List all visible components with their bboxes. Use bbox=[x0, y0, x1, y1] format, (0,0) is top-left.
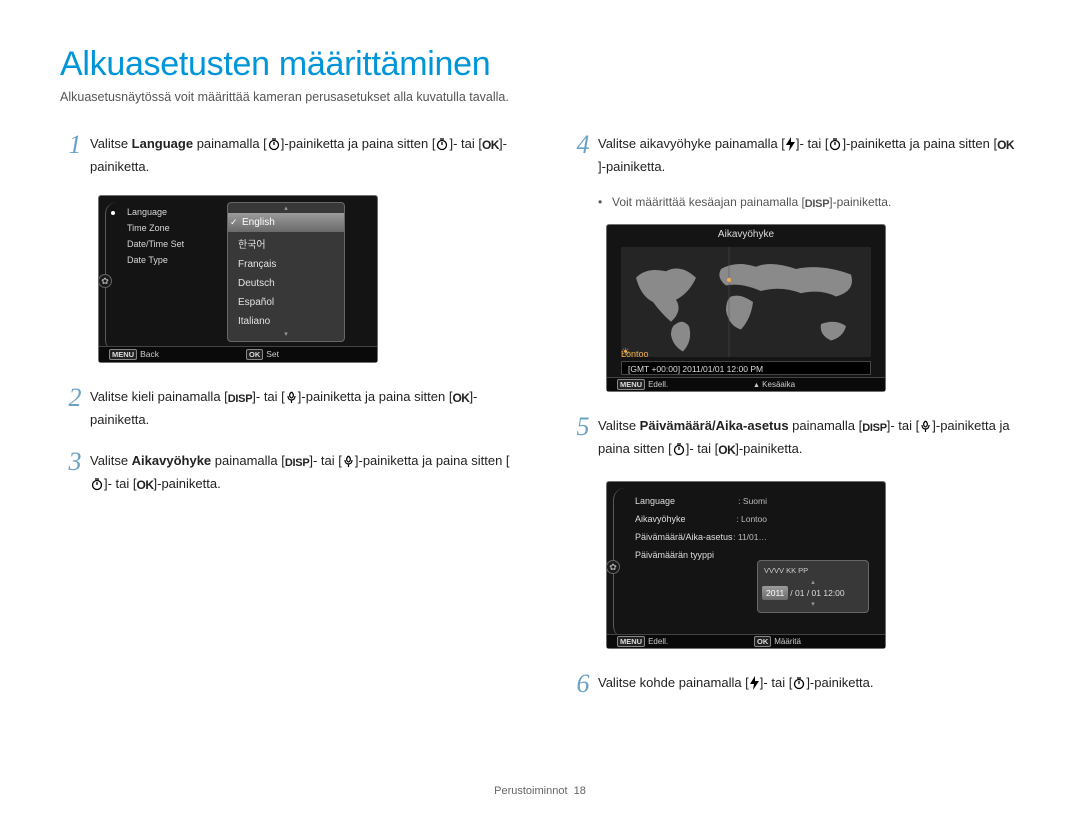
language-option[interactable]: English bbox=[228, 213, 344, 232]
step-number: 1 bbox=[60, 132, 90, 177]
gear-icon: ✿ bbox=[606, 560, 620, 574]
step-text: Valitse aikavyöhyke painamalla []- tai [… bbox=[598, 132, 1020, 177]
step-text: Valitse kieli painamalla [DISP]- tai []-… bbox=[90, 385, 512, 430]
language-option[interactable]: Italiano bbox=[228, 312, 344, 331]
step-number: 5 bbox=[568, 414, 598, 462]
disp-icon: DISP bbox=[228, 391, 252, 408]
left-column: 1 Valitse Language painamalla []-painike… bbox=[60, 132, 512, 715]
ok-icon: OK bbox=[718, 441, 735, 460]
screen-footer: MENUEdell. ▲ Kesäaika bbox=[607, 377, 885, 391]
timer-icon bbox=[435, 137, 449, 157]
screen-footer: MENUEdell. OKMääritä bbox=[607, 634, 885, 648]
camera-screen-language: ✿ Language Time Zone Date/Time Set Date … bbox=[98, 195, 378, 363]
step-text: Valitse Language painamalla []-painikett… bbox=[90, 132, 512, 177]
menu-item[interactable]: Time Zone bbox=[119, 220, 214, 236]
language-option[interactable]: Español bbox=[228, 293, 344, 312]
language-option[interactable]: Français bbox=[228, 255, 344, 274]
menu-key-icon: MENU bbox=[109, 349, 137, 360]
ok-key-icon: OK bbox=[246, 349, 263, 360]
camera-screen-datetime: ✿ Language: Suomi Aikavyöhyke: Lontoo Pä… bbox=[606, 481, 886, 649]
page-subtitle: Alkuasetusnäytössä voit määrittää kamera… bbox=[60, 90, 1020, 104]
page-title: Alkuasetusten määrittäminen bbox=[60, 45, 1020, 84]
macro-icon bbox=[342, 454, 355, 474]
date-format-label: VVVV KK PP bbox=[762, 565, 864, 578]
macro-icon bbox=[285, 390, 298, 410]
list-row[interactable]: Aikavyöhyke: Lontoo bbox=[627, 510, 767, 528]
step-text: Valitse Aikavyöhyke painamalla [DISP]- t… bbox=[90, 449, 512, 497]
right-column: 4 Valitse aikavyöhyke painamalla []- tai… bbox=[568, 132, 1020, 715]
language-popup: ▴ English 한국어 Français Deutsch Español I… bbox=[227, 202, 345, 342]
timer-icon bbox=[267, 137, 281, 157]
step-text: Valitse kohde painamalla []- tai []-pain… bbox=[598, 671, 1020, 697]
step-4: 4 Valitse aikavyöhyke painamalla []- tai… bbox=[568, 132, 1020, 177]
gmt-label: [GMT +00:00] 2011/01/01 12:00 PM bbox=[621, 361, 871, 375]
step-6: 6 Valitse kohde painamalla []- tai []-pa… bbox=[568, 671, 1020, 697]
ok-icon: OK bbox=[137, 476, 154, 495]
screen-header: Aikavyöhyke bbox=[607, 225, 885, 240]
timer-icon bbox=[828, 137, 842, 157]
note-dst: • Voit määrittää kesäajan painamalla [DI… bbox=[598, 195, 1020, 210]
chevron-down-icon[interactable]: ▾ bbox=[228, 331, 344, 339]
flash-icon bbox=[749, 676, 760, 696]
disp-icon: DISP bbox=[805, 198, 829, 210]
disp-icon: DISP bbox=[285, 455, 309, 472]
list-row[interactable]: Päivämäärän tyyppi bbox=[627, 546, 767, 564]
macro-icon bbox=[919, 419, 932, 439]
year-selected[interactable]: 2011 bbox=[762, 586, 788, 600]
ok-icon: OK bbox=[452, 389, 469, 408]
settings-menu: Language Time Zone Date/Time Set Date Ty… bbox=[119, 204, 214, 268]
step-2: 2 Valitse kieli painamalla [DISP]- tai [… bbox=[60, 385, 512, 430]
ok-icon: OK bbox=[997, 136, 1014, 155]
step-text: Valitse Päivämäärä/Aika-asetus painamall… bbox=[598, 414, 1020, 462]
language-option[interactable]: Deutsch bbox=[228, 274, 344, 293]
list-row[interactable]: Language: Suomi bbox=[627, 492, 767, 510]
menu-item[interactable]: Date Type bbox=[119, 252, 214, 268]
page-footer: Perustoiminnot 18 bbox=[0, 785, 1080, 797]
menu-item[interactable]: Language bbox=[119, 204, 214, 220]
timer-icon bbox=[792, 676, 806, 696]
camera-screen-timezone: Aikavyöhyke ☀ Lontoo [GMT +00:00] 2011/0… bbox=[606, 224, 886, 392]
date-rest: / 01 / 01 12:00 bbox=[790, 588, 844, 598]
ok-key-icon: OK bbox=[754, 636, 771, 647]
menu-item[interactable]: Date/Time Set bbox=[119, 236, 214, 252]
step-5: 5 Valitse Päivämäärä/Aika-asetus painama… bbox=[568, 414, 1020, 462]
ok-icon: OK bbox=[482, 136, 499, 155]
date-popup: VVVV KK PP ▴ 2011 / 01 / 01 12:00 ▾ bbox=[757, 560, 869, 613]
settings-list: Language: Suomi Aikavyöhyke: Lontoo Päiv… bbox=[627, 492, 767, 564]
timer-icon bbox=[672, 442, 686, 462]
step-3: 3 Valitse Aikavyöhyke painamalla [DISP]-… bbox=[60, 449, 512, 497]
list-row[interactable]: Päivämäärä/Aika-asetus: 11/01… bbox=[627, 528, 767, 546]
menu-key-icon: MENU bbox=[617, 636, 645, 647]
step-1: 1 Valitse Language painamalla []-painike… bbox=[60, 132, 512, 177]
step-number: 6 bbox=[568, 671, 598, 697]
step-number: 4 bbox=[568, 132, 598, 177]
world-map[interactable] bbox=[621, 247, 871, 357]
menu-key-icon: MENU bbox=[617, 379, 645, 390]
chevron-up-icon[interactable]: ▴ bbox=[228, 205, 344, 213]
city-label: Lontoo bbox=[621, 349, 649, 359]
language-option[interactable]: 한국어 bbox=[228, 232, 344, 255]
screen-footer: MENUBack OKSet bbox=[99, 346, 377, 362]
step-number: 2 bbox=[60, 385, 90, 430]
disp-icon: DISP bbox=[862, 420, 886, 437]
step-number: 3 bbox=[60, 449, 90, 497]
flash-icon bbox=[785, 137, 796, 157]
timer-icon bbox=[90, 477, 104, 497]
